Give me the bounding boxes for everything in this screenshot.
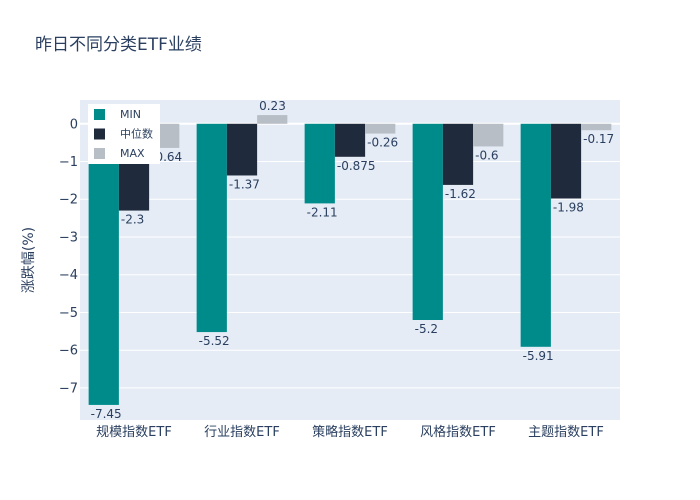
value-label: -5.52 [199, 334, 230, 348]
value-label: -5.91 [523, 349, 554, 363]
y-axis-label: 涨跌幅(%) [21, 227, 37, 293]
value-label: -0.26 [367, 136, 398, 150]
bar-MIN-4[interactable] [520, 123, 551, 347]
value-label: -7.45 [91, 407, 122, 421]
x-axis-ticks: 规模指数ETF 行业指数ETF 策略指数ETF 风格指数ETF 主题指数ETF [96, 424, 604, 440]
bar-中位数-3[interactable] [442, 123, 474, 185]
bar-中位数-2[interactable] [334, 123, 366, 157]
value-label: -1.62 [445, 187, 476, 201]
x-tick-label: 规模指数ETF [96, 425, 172, 440]
x-tick-label: 行业指数ETF [204, 425, 280, 440]
value-label: -1.98 [553, 200, 584, 214]
y-tick-label: −2 [59, 193, 78, 208]
x-tick-label: 策略指数ETF [312, 424, 388, 440]
value-label: -0.17 [583, 132, 614, 146]
x-tick-label: 风格指数ETF [420, 424, 496, 440]
bar-MAX-3[interactable] [473, 123, 504, 147]
gridlines [80, 161, 620, 389]
bar-MIN-1[interactable] [196, 123, 227, 333]
y-tick-label: −7 [59, 381, 78, 396]
legend[interactable]: MIN 中位数 MAX [88, 104, 160, 164]
legend-swatch-MAX[interactable] [94, 148, 105, 159]
legend-label-MAX[interactable]: MAX [120, 147, 145, 160]
x-tick-label: 主题指数ETF [528, 425, 604, 440]
value-label: -2.3 [121, 213, 144, 227]
legend-swatch-MIN[interactable] [94, 109, 105, 120]
bar-MAX-1[interactable] [257, 115, 288, 124]
bar-MAX-4[interactable] [581, 123, 612, 131]
value-label: -0.875 [337, 159, 376, 173]
bar-MIN-3[interactable] [412, 123, 443, 320]
y-tick-label: −3 [59, 230, 78, 245]
value-label: -1.37 [229, 177, 260, 191]
y-tick-label: 0 [70, 117, 78, 132]
bar-MAX-2[interactable] [365, 123, 396, 134]
value-label: 0.23 [259, 99, 286, 113]
value-label: -0.6 [475, 148, 498, 162]
y-tick-label: −1 [59, 155, 78, 170]
bar-中位数-4[interactable] [550, 123, 582, 199]
y-tick-label: −6 [59, 344, 78, 359]
bars [88, 115, 612, 405]
legend-label-MIN[interactable]: MIN [120, 108, 141, 121]
bar-中位数-1[interactable] [226, 123, 258, 176]
legend-swatch-中位数[interactable] [94, 128, 105, 140]
y-tick-label: −4 [59, 268, 78, 283]
bar-MIN-0[interactable] [88, 123, 119, 405]
chart-title: 昨日不同分类ETF业绩 [35, 35, 202, 55]
value-label: -2.11 [307, 205, 338, 219]
y-tick-label: −5 [59, 306, 78, 321]
y-axis-ticks: 0 −1 −2 −3 −4 −5 −6 −7 [59, 117, 78, 396]
bar-MIN-2[interactable] [304, 123, 335, 204]
legend-label-中位数[interactable]: 中位数 [120, 127, 153, 141]
value-label: -5.2 [415, 322, 438, 336]
